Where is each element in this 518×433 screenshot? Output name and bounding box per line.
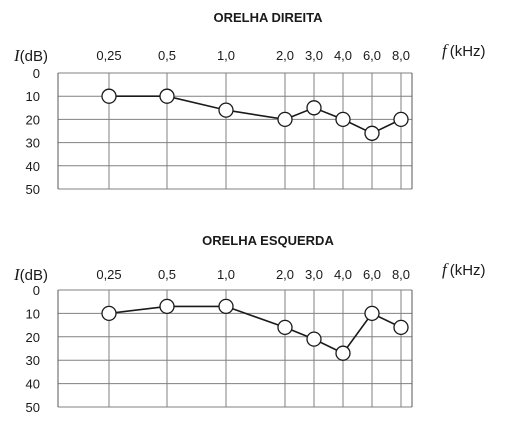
x-tick-label: 2,0: [276, 48, 294, 63]
data-point: [335, 111, 351, 128]
x-tick-label: 1,0: [217, 48, 235, 63]
chart-title: ORELHA DIREITA: [213, 10, 323, 25]
x-axis-label: f (kHz): [442, 41, 486, 60]
data-point: [159, 298, 175, 315]
data-point: [277, 319, 293, 336]
y-tick-label: 20: [26, 330, 40, 345]
data-point: [306, 100, 322, 116]
x-tick-label: 0,5: [158, 267, 176, 282]
data-point: [101, 88, 117, 104]
data-point: [218, 298, 234, 315]
x-tick-label: 4,0: [334, 267, 352, 282]
y-tick-label: 30: [26, 136, 40, 151]
x-tick-label: 8,0: [392, 267, 410, 282]
series-line: [109, 95, 402, 135]
x-tick-label: 8,0: [392, 48, 410, 63]
x-tick-label: 6,0: [363, 48, 381, 63]
x-tick-label: 0,5: [158, 48, 176, 63]
x-tick-label: 3,0: [305, 48, 323, 63]
y-axis-label: I(dB): [13, 46, 48, 65]
audiogram-chart-left-ear: ORELHA ESQUERDA I(dB) f (kHz) 0 10 20 30 40 50 0,2…: [13, 233, 486, 415]
y-tick-label: 10: [26, 89, 40, 104]
data-point: [335, 345, 351, 361]
y-tick-label: 30: [26, 353, 40, 368]
y-tick-label: 50: [26, 400, 40, 415]
data-point: [101, 305, 117, 322]
x-axis-label: f (kHz): [442, 260, 486, 279]
data-point: [364, 305, 380, 322]
x-tick-label: 0,25: [96, 48, 121, 63]
y-tick-label: 0: [33, 283, 40, 298]
x-tick-label: 2,0: [276, 267, 294, 282]
x-tick-label: 4,0: [334, 48, 352, 63]
data-point: [393, 319, 409, 336]
chart-title: ORELHA ESQUERDA: [202, 233, 334, 248]
data-point: [306, 331, 322, 347]
y-tick-label: 40: [26, 159, 40, 174]
x-tick-label: 6,0: [363, 267, 381, 282]
x-tick-label: 1,0: [217, 267, 235, 282]
data-point: [364, 125, 380, 141]
data-point: [393, 111, 409, 128]
data-point: [277, 111, 293, 128]
data-point: [218, 102, 234, 118]
y-tick-label: 0: [33, 66, 40, 81]
y-tick-label: 40: [26, 377, 40, 392]
y-axis-label: I(dB): [13, 265, 48, 284]
x-tick-label: 3,0: [305, 267, 323, 282]
y-tick-label: 20: [26, 112, 40, 127]
x-tick-label: 0,25: [96, 267, 121, 282]
y-tick-label: 10: [26, 306, 40, 321]
data-point: [159, 88, 175, 104]
y-tick-label: 50: [26, 182, 40, 197]
audiogram-chart-right-ear: ORELHA DIREITA I(dB) f (kHz) 0 10 20 30 40 50 0,25…: [13, 10, 486, 197]
series-line: [108, 305, 402, 355]
